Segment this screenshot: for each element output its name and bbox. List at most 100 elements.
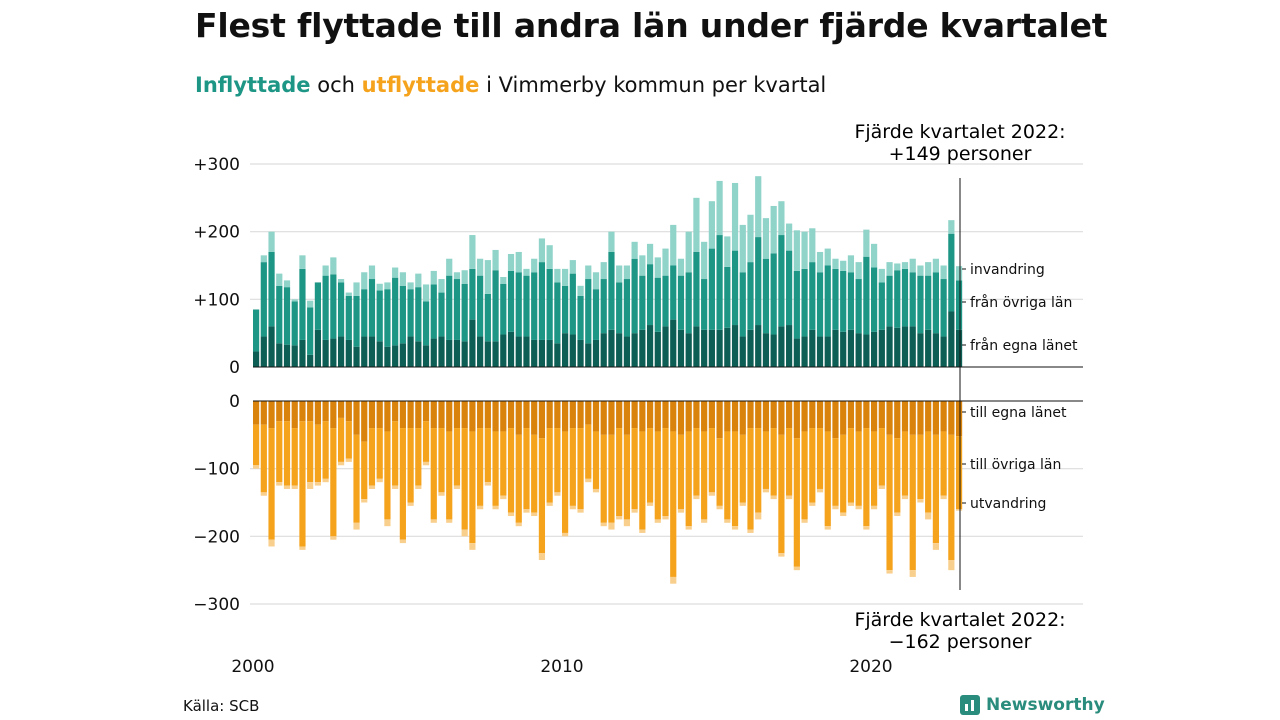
- bar-out-segment: [600, 401, 607, 435]
- bar-in-segment: [731, 250, 739, 326]
- bar-out-segment: [507, 401, 515, 429]
- axes: 0 +100 +200 +300 0 −100 −200 −300 2000 2010 2020: [193, 155, 1083, 677]
- bar-out-segment: [662, 401, 669, 429]
- bar-in-segment: [955, 280, 963, 330]
- bar-out-segment: [925, 431, 932, 513]
- bar-out-segment: [708, 428, 715, 493]
- x-tick-label: 2010: [540, 657, 583, 677]
- bar-in-segment: [492, 270, 499, 342]
- bar-in-segment: [894, 263, 901, 271]
- bar-in-segment: [461, 283, 468, 342]
- bar-out-segment: [592, 488, 600, 493]
- bar-out-segment: [631, 401, 638, 429]
- bar-in-segment: [353, 295, 360, 347]
- bar-in-segment: [299, 255, 306, 269]
- bar-out-segment: [801, 401, 808, 432]
- bar-out-segment: [562, 431, 569, 533]
- bar-in-segment: [422, 301, 430, 346]
- bar-in-segment: [662, 275, 669, 327]
- bar-out-segment: [616, 516, 623, 520]
- bar-out-segment: [832, 438, 839, 506]
- bar-in-segment: [955, 329, 963, 367]
- bar-in-segment: [276, 273, 283, 286]
- bar-in-segment: [654, 257, 661, 278]
- bar-out-segment: [871, 431, 878, 506]
- bar-in-segment: [307, 354, 314, 367]
- bar-in-segment: [762, 218, 770, 259]
- bar-in-segment: [708, 329, 715, 367]
- series-label-out: till egna länet: [970, 405, 1067, 421]
- bar-out-segment: [878, 428, 885, 486]
- bar-out-segment: [376, 401, 383, 429]
- bar-in-segment: [422, 284, 430, 302]
- bar-in-segment: [639, 255, 646, 276]
- bar-in-segment: [276, 343, 283, 367]
- bar-out-segment: [832, 505, 839, 510]
- bar-out-segment: [268, 539, 275, 547]
- bar-out-segment: [299, 421, 306, 547]
- bar-in-segment: [786, 223, 793, 251]
- bar-out-segment: [755, 428, 762, 513]
- bar-in-segment: [708, 248, 715, 330]
- bar-out-segment: [600, 522, 607, 527]
- bar-in-segment: [608, 251, 615, 330]
- bar-in-segment: [492, 249, 499, 271]
- bar-out-segment: [291, 401, 298, 429]
- bar-in-segment: [724, 327, 731, 367]
- bar-in-segment: [469, 235, 476, 269]
- bar-in-segment: [337, 336, 345, 367]
- bar-out-segment: [361, 441, 368, 500]
- bar-out-segment: [422, 421, 430, 462]
- bar-out-segment: [546, 401, 553, 429]
- bar-out-segment: [531, 512, 538, 517]
- bar-in-segment: [747, 329, 754, 367]
- bar-out-segment: [260, 401, 267, 425]
- bar-out-segment: [901, 401, 909, 432]
- bar-out-segment: [299, 401, 306, 422]
- bar-in-segment: [361, 336, 368, 367]
- source-note: Källa: SCB: [183, 697, 260, 715]
- bar-out-segment: [577, 509, 584, 513]
- bar-in-segment: [554, 343, 561, 367]
- bar-in-segment: [654, 277, 661, 332]
- bar-in-segment: [878, 268, 885, 283]
- bar-out-segment: [461, 401, 468, 429]
- bar-in-segment: [469, 319, 476, 367]
- bar-out-segment: [407, 502, 414, 506]
- bar-out-segment: [871, 401, 878, 432]
- bar-in-segment: [801, 336, 808, 367]
- bar-out-segment: [755, 401, 762, 429]
- bar-out-segment: [430, 401, 437, 429]
- bar-out-segment: [925, 512, 932, 520]
- bar-in-segment: [840, 260, 847, 271]
- bar-out-segment: [515, 401, 522, 435]
- annotation-top-line2: +149 personer: [889, 143, 1032, 165]
- bar-out-segment: [770, 401, 777, 429]
- bar-in-segment: [461, 270, 468, 284]
- bar-out-segment: [778, 401, 785, 435]
- bar-in-segment: [368, 265, 376, 280]
- bar-out-segment: [353, 522, 360, 530]
- chart-title: Flest flyttade till andra län under fjär…: [195, 6, 1108, 45]
- bar-out-segment: [453, 428, 461, 486]
- bar-in-segment: [608, 231, 615, 252]
- bar-out-segment: [623, 401, 630, 435]
- bar-in-segment: [500, 334, 507, 367]
- bar-out-segment: [871, 505, 878, 510]
- brand-logo[interactable]: Newsworthy: [960, 692, 1105, 718]
- bar-in-segment: [484, 260, 491, 294]
- bar-out-segment: [724, 401, 731, 432]
- bar-out-segment: [909, 570, 916, 577]
- bar-out-segment: [585, 424, 592, 479]
- bar-out-segment: [863, 428, 870, 527]
- bar-in-segment: [453, 339, 461, 367]
- bar-out-segment: [538, 438, 546, 554]
- bar-in-segment: [430, 270, 437, 285]
- bar-in-segment: [430, 338, 437, 367]
- bar-in-segment: [314, 329, 321, 367]
- bar-out-segment: [330, 401, 337, 429]
- bar-out-segment: [538, 553, 546, 561]
- bar-out-segment: [801, 519, 808, 523]
- bar-out-segment: [786, 495, 793, 500]
- bar-in-segment: [670, 265, 677, 320]
